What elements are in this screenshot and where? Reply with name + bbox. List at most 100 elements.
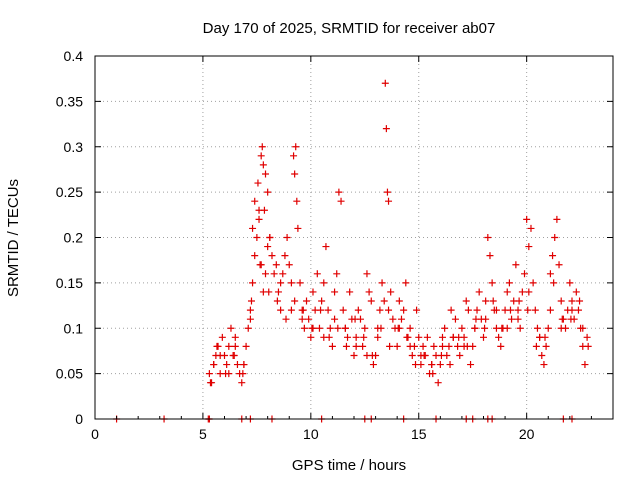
data-point	[262, 170, 270, 178]
data-point	[389, 315, 397, 323]
data-point	[320, 279, 328, 287]
data-point	[531, 306, 539, 314]
data-point	[518, 288, 526, 296]
data-point	[351, 315, 359, 323]
data-point	[386, 342, 394, 350]
y-tick-label: 0.05	[56, 366, 83, 382]
data-point	[429, 370, 437, 378]
data-point	[337, 197, 345, 205]
data-point	[369, 361, 377, 369]
data-point	[473, 306, 481, 314]
data-point	[532, 342, 540, 350]
data-point	[363, 270, 371, 278]
data-point	[524, 306, 532, 314]
data-point	[230, 351, 238, 359]
data-point	[463, 342, 471, 350]
data-point	[374, 333, 382, 341]
data-point	[251, 252, 259, 260]
data-point	[567, 315, 575, 323]
data-point	[272, 261, 280, 269]
data-point	[264, 188, 272, 196]
data-point	[205, 370, 213, 378]
data-point	[307, 333, 315, 341]
data-point	[423, 333, 431, 341]
data-point	[506, 306, 514, 314]
x-tick-label: 15	[411, 426, 427, 442]
x-tick-label: 0	[91, 426, 99, 442]
data-point	[516, 324, 524, 332]
data-point	[246, 306, 254, 314]
data-point	[277, 306, 285, 314]
data-point	[334, 324, 342, 332]
data-point	[225, 342, 233, 350]
data-point	[525, 243, 533, 251]
data-point	[361, 324, 369, 332]
data-point	[308, 324, 316, 332]
data-point	[317, 306, 325, 314]
data-point	[514, 306, 522, 314]
data-point	[339, 306, 347, 314]
data-point	[266, 234, 274, 241]
y-axis-title: SRMTID / TECUs	[5, 179, 22, 297]
data-point	[281, 252, 289, 260]
data-point	[206, 379, 214, 387]
data-point	[239, 370, 247, 378]
data-point	[467, 361, 475, 369]
data-point	[482, 315, 490, 323]
data-point	[210, 361, 218, 369]
y-tick-label: 0.3	[64, 139, 84, 155]
data-point	[287, 306, 295, 314]
data-point	[568, 306, 576, 314]
data-point	[406, 342, 414, 350]
data-point	[533, 324, 541, 332]
data-point	[218, 333, 226, 341]
data-point	[412, 361, 420, 369]
data-point	[387, 288, 395, 296]
data-point	[227, 324, 235, 332]
data-point	[251, 197, 259, 205]
data-point	[557, 324, 565, 332]
x-tick-label: 10	[303, 426, 319, 442]
data-point	[277, 279, 285, 287]
data-point	[437, 351, 445, 359]
data-point	[403, 333, 411, 341]
data-point	[419, 342, 427, 350]
data-point	[265, 288, 273, 296]
data-point	[529, 279, 537, 287]
data-point	[222, 370, 230, 378]
y-tick-label: 0.4	[64, 48, 84, 64]
data-point	[406, 324, 414, 332]
data-point	[382, 125, 390, 133]
data-point	[231, 333, 239, 341]
data-point	[274, 288, 282, 296]
data-point	[583, 333, 591, 341]
data-point	[542, 342, 550, 350]
data-point	[558, 315, 566, 323]
data-point	[257, 152, 265, 160]
data-point	[514, 315, 522, 323]
data-point	[242, 342, 250, 350]
data-point	[462, 297, 470, 305]
data-point	[581, 361, 589, 369]
data-point	[464, 306, 472, 314]
data-point	[495, 333, 503, 341]
data-point	[298, 315, 306, 323]
data-point	[434, 379, 442, 387]
data-point	[293, 197, 301, 205]
data-points	[113, 79, 592, 423]
data-point	[350, 351, 358, 359]
data-point	[480, 333, 487, 341]
data-point	[385, 306, 393, 314]
data-point	[482, 297, 490, 305]
data-point	[408, 351, 416, 359]
data-point	[299, 306, 307, 314]
x-tick-label: 5	[199, 426, 207, 442]
axis-ticks	[94, 55, 614, 420]
data-point	[481, 324, 489, 332]
data-point	[380, 297, 388, 305]
data-point	[367, 297, 375, 305]
data-point	[240, 361, 248, 369]
y-tick-label: 0	[75, 411, 83, 427]
data-point	[359, 342, 367, 350]
